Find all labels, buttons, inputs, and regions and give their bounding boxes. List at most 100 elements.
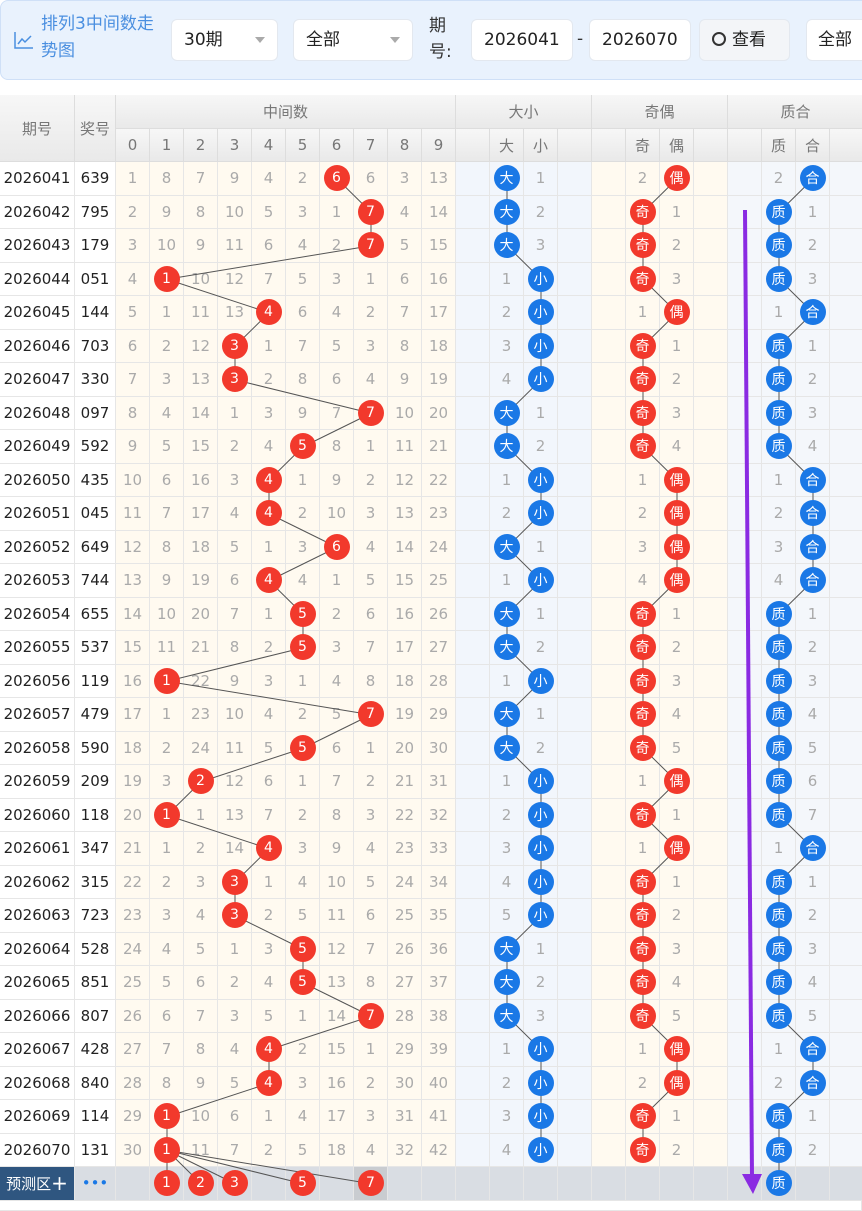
zh-ball: 合 (799, 500, 826, 527)
spacer-cell (694, 430, 728, 464)
dx-cell: 3 (524, 999, 558, 1033)
digit-cell: 9 (320, 832, 354, 866)
to-period-input[interactable]: 2026070 (589, 19, 691, 61)
spacer-cell (592, 597, 626, 631)
digit-cell: 8 (320, 430, 354, 464)
spacer-cell (592, 765, 626, 799)
spacer-cell (694, 296, 728, 330)
period-cell: 2026061 (0, 832, 75, 866)
dx-cell: 小 (524, 296, 558, 330)
digit-cell: 11 (184, 1133, 218, 1167)
digit-cell: 6 (354, 162, 388, 196)
digit-cell: 4 (286, 1100, 320, 1134)
zh-ball: 合 (799, 299, 826, 326)
periods-select[interactable]: 30期 (171, 19, 278, 61)
spacer-cell (456, 932, 490, 966)
spacer-cell (558, 664, 592, 698)
dx-cell: 3 (490, 329, 524, 363)
digit-cell: 7 (354, 229, 388, 263)
digit-cell: 1 (286, 999, 320, 1033)
jo-cell: 奇 (626, 999, 660, 1033)
zh-cell: 质 (762, 698, 796, 732)
zh-ball: 质 (765, 198, 792, 225)
digit-cell: 9 (184, 1066, 218, 1100)
dx-cell: 2 (524, 731, 558, 765)
digit-cell: 8 (286, 363, 320, 397)
digit-cell: 24 (388, 865, 422, 899)
spacer-cell (694, 1133, 728, 1167)
spacer-cell (694, 229, 728, 263)
dx-cell: 小 (524, 262, 558, 296)
zh-cell: 质 (762, 262, 796, 296)
digit-cell: 2 (116, 195, 150, 229)
zh-cell: 2 (796, 229, 830, 263)
spacer-cell (456, 698, 490, 732)
predict-area-button[interactable]: 预测区 + (0, 1167, 75, 1201)
spacer-cell (592, 664, 626, 698)
digit-cell: 8 (116, 396, 150, 430)
digit-cell: 10 (116, 463, 150, 497)
period-cell: 2026055 (0, 631, 75, 665)
spacer-cell (592, 698, 626, 732)
digit-cell: 22 (388, 798, 422, 832)
digit-cell: 14 (218, 832, 252, 866)
spacer-cell (558, 765, 592, 799)
period-cell: 2026059 (0, 765, 75, 799)
digit-cell: 2 (286, 1033, 320, 1067)
jo-cell: 奇 (626, 731, 660, 765)
zh-cell: 2 (796, 1133, 830, 1167)
digit-cell: 3 (354, 497, 388, 531)
more-button[interactable]: ••• (75, 1167, 116, 1201)
hit-ball-7: 7 (357, 701, 384, 728)
hit-ball-3: 3 (221, 366, 248, 393)
jo-cell: 4 (626, 564, 660, 598)
digit-cell: 7 (320, 396, 354, 430)
dx-cell: 大 (490, 396, 524, 430)
digit-cell: 1 (252, 1100, 286, 1134)
hit-ball-1: 1 (153, 801, 180, 828)
digit-cell: 4 (354, 363, 388, 397)
digit-cell: 10 (320, 865, 354, 899)
hit-ball-1: 1 (153, 1103, 180, 1130)
digit-cell: 4 (286, 865, 320, 899)
digit-cell: 5 (354, 865, 388, 899)
digit-cell: 14 (116, 597, 150, 631)
jo-cell: 奇 (626, 631, 660, 665)
spacer-cell (728, 497, 762, 531)
spacer-cell (694, 631, 728, 665)
spacer-cell (728, 664, 762, 698)
spacer-cell (694, 1100, 728, 1134)
zh-ball: 合 (799, 835, 826, 862)
digit-cell: 29 (388, 1033, 422, 1067)
spacer-cell (592, 463, 626, 497)
digit-cell: 5 (320, 329, 354, 363)
digit-cell: 29 (422, 698, 456, 732)
predict-cell: 质 (762, 1167, 796, 1201)
zh-cell: 质 (762, 865, 796, 899)
dx-cell: 小 (524, 329, 558, 363)
dx-cell: 1 (490, 1033, 524, 1067)
jo-cell: 奇 (626, 597, 660, 631)
from-period-input[interactable]: 2026041 (471, 19, 573, 61)
all-button[interactable]: 全部 (806, 19, 862, 61)
digit-cell: 1 (252, 865, 286, 899)
view-button[interactable]: 查看 (699, 19, 790, 61)
predict-digit-cell: 3 (218, 1167, 252, 1201)
zh-cell: 质 (762, 999, 796, 1033)
digit-cell: 7 (116, 363, 150, 397)
digit-cell: 6 (184, 966, 218, 1000)
zh-cell: 质 (762, 229, 796, 263)
dx-cell: 大 (490, 966, 524, 1000)
spacer-cell (456, 262, 490, 296)
number-cell: 435 (75, 463, 116, 497)
zh-ball: 合 (799, 165, 826, 192)
zh-cell: 质 (762, 1133, 796, 1167)
filter-select[interactable]: 全部 (293, 19, 413, 61)
jo-ball: 偶 (663, 299, 690, 326)
spacer-cell (728, 229, 762, 263)
spacer-cell (558, 1100, 592, 1134)
zh-ball: 质 (765, 701, 792, 728)
spacer-cell (592, 1066, 626, 1100)
jo-cell: 1 (626, 1033, 660, 1067)
jo-ball: 奇 (629, 600, 656, 627)
